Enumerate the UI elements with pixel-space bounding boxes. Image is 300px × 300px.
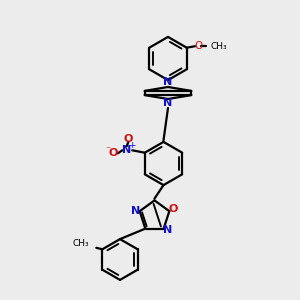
Text: O: O [124, 134, 133, 144]
Text: O: O [109, 148, 118, 158]
Text: N: N [164, 77, 172, 88]
Text: +: + [128, 141, 136, 150]
Text: O: O [194, 41, 202, 51]
Text: N: N [164, 98, 172, 109]
Text: CH₃: CH₃ [211, 42, 227, 51]
Text: N: N [131, 206, 140, 216]
Text: O: O [168, 204, 178, 214]
Text: N: N [163, 225, 172, 235]
Text: N: N [122, 145, 131, 155]
Text: CH₃: CH₃ [73, 239, 89, 248]
Text: ⁻: ⁻ [105, 145, 110, 155]
